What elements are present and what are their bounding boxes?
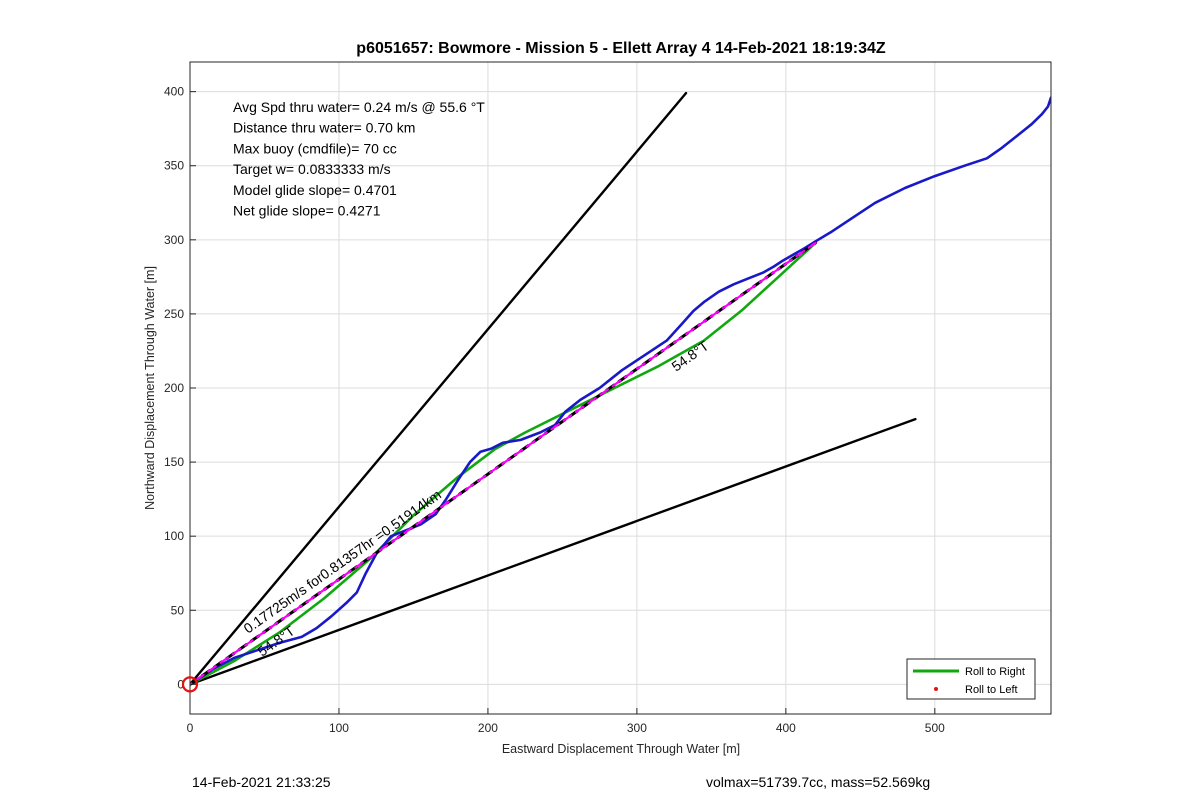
y-tick-label: 250 [164,307,184,321]
info-line: Target w= 0.0833333 m/s [233,161,391,177]
x-axis-label: Eastward Displacement Through Water [m] [502,742,740,756]
y-axis-label: Northward Displacement Through Water [m] [143,266,157,510]
footer-timestamp: 14-Feb-2021 21:33:25 [192,774,331,790]
legend-label: Roll to Left [965,684,1018,696]
y-tick-label: 350 [164,159,184,173]
bound-line-upper [190,91,688,686]
x-tick-label: 400 [776,721,796,735]
start-marker [181,676,199,693]
bound-line-lower [190,417,917,686]
x-tick-label: 300 [627,721,647,735]
axis-ticks: 0 100 200 300 400 500 0 50 100 150 200 250 300 350 400 [164,85,945,735]
info-block: Avg Spd thru water= 0.24 m/s @ 55.6 °T Di… [233,99,485,219]
legend-box [906,658,1036,700]
grid-lines [189,62,1051,714]
legend-label: Roll to Right [965,666,1025,678]
y-tick-label: 0 [177,677,184,691]
footer-vehicle-info: volmax=51739.7cc, mass=52.569kg [706,774,931,790]
series-layer [190,91,1051,686]
legend-swatch-dot [934,687,938,691]
chart-title: p6051657: Bowmore - Mission 5 - Ellett A… [356,40,886,57]
y-tick-label: 150 [164,455,184,469]
info-line: Net glide slope= 0.4271 [233,203,381,219]
legend: Roll to Right Roll to Left [906,658,1036,700]
y-tick-label: 300 [164,233,184,247]
current-vector-overlay-line [190,241,817,686]
y-tick-label: 400 [164,85,184,99]
x-tick-label: 200 [478,721,498,735]
y-tick-label: 100 [164,529,184,543]
info-line: Model glide slope= 0.4701 [233,182,397,198]
plot-frame [189,61,1052,715]
glider-track-line [190,96,1051,686]
x-tick-label: 0 [187,721,194,735]
y-tick-label: 200 [164,381,184,395]
y-tick-label: 50 [171,603,185,617]
x-tick-label: 500 [925,721,945,735]
x-tick-label: 100 [329,721,349,735]
info-line: Max buoy (cmdfile)= 70 cc [233,140,397,156]
info-line: Distance thru water= 0.70 km [233,120,415,136]
info-line: Avg Spd thru water= 0.24 m/s @ 55.6 °T [233,99,485,115]
